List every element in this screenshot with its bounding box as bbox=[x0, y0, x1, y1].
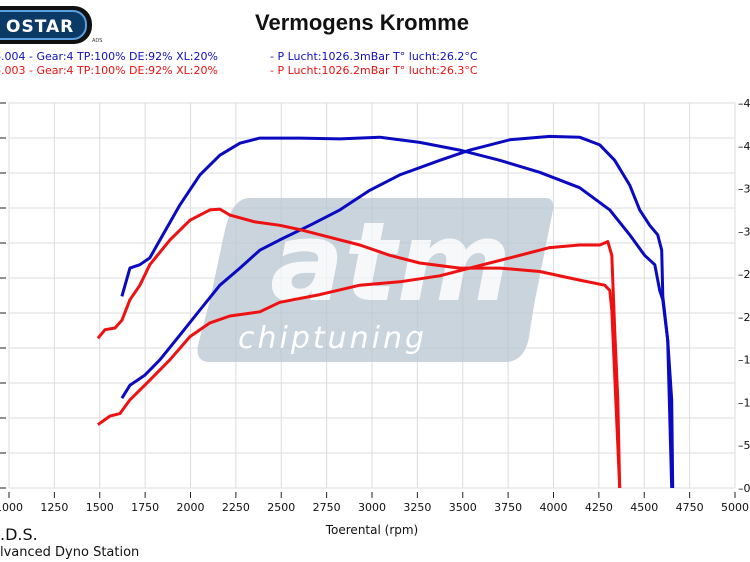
x-tick-label: 5000 bbox=[721, 501, 749, 514]
x-tick-label: 1500 bbox=[86, 501, 114, 514]
right-y-tick-label: –350 bbox=[738, 183, 750, 196]
legend-air-red: - P Lucht:1026.2mBar T° lucht:26.3°C bbox=[270, 64, 478, 77]
x-axis-label: Toerental (rpm) bbox=[325, 523, 418, 537]
x-tick-label: 3250 bbox=[403, 501, 431, 514]
right-y-tick-label: –200 bbox=[738, 311, 750, 324]
chart-title: Vermogens Kromme bbox=[255, 10, 469, 35]
axes: 1000 1250 1500 1750 2000 2250 2500 2750 3000 3250… bbox=[0, 97, 750, 514]
legend-run-red: 6.003 - Gear:4 TP:100% DE:92% XL:20% bbox=[0, 64, 218, 77]
x-tick-label: 1750 bbox=[131, 501, 159, 514]
legend-air-blue: - P Lucht:1026.3mBar T° lucht:26.2°C bbox=[270, 50, 478, 63]
x-tick-label: 4500 bbox=[630, 501, 658, 514]
watermark-logo: atm chiptuning bbox=[197, 198, 554, 362]
curve-series-2 bbox=[120, 134, 674, 489]
x-tick-label: 4250 bbox=[585, 501, 613, 514]
x-tick-label: 1000 bbox=[0, 501, 23, 514]
right-y-tick-label: –150 bbox=[738, 354, 750, 367]
right-y-tick-label: –100 bbox=[738, 396, 750, 409]
footer-ads: .D.S. bbox=[0, 525, 38, 544]
watermark-small: chiptuning bbox=[238, 321, 427, 356]
x-tick-label: 2000 bbox=[177, 501, 205, 514]
x-tick-label: 4750 bbox=[676, 501, 704, 514]
curve-series-1 bbox=[120, 135, 675, 489]
x-tick-label: 1250 bbox=[40, 501, 68, 514]
curves bbox=[96, 134, 675, 489]
x-tick-label: 3750 bbox=[494, 501, 522, 514]
x-tick-label: 3000 bbox=[358, 501, 386, 514]
x-tick-label: 2500 bbox=[267, 501, 295, 514]
x-tick-label: 2250 bbox=[222, 501, 250, 514]
x-tick-label: 4000 bbox=[540, 501, 568, 514]
logo-subtext: ADS bbox=[92, 38, 102, 44]
footer-ads-name: lvanced Dyno Station bbox=[0, 545, 139, 560]
x-tick-label: 3500 bbox=[449, 501, 477, 514]
x-tick-label: 2750 bbox=[313, 501, 341, 514]
right-y-tick-label: –300 bbox=[738, 225, 750, 238]
right-y-tick-label: –250 bbox=[738, 268, 750, 281]
right-y-tick-label: –50 bbox=[738, 439, 750, 452]
right-y-tick-label: –0 bbox=[738, 482, 750, 495]
curve-series-3 bbox=[96, 207, 622, 489]
legend: 6.004 - Gear:4 TP:100% DE:92% XL:20% - P… bbox=[0, 50, 478, 77]
watermark-big: atm bbox=[270, 198, 511, 326]
curve-series-4 bbox=[97, 240, 622, 489]
legend-run-blue: 6.004 - Gear:4 TP:100% DE:92% XL:20% bbox=[0, 50, 218, 63]
dynostar-logo: OSTAR ADS bbox=[0, 6, 102, 44]
right-y-tick-label: –450 bbox=[738, 97, 750, 110]
logo-text: OSTAR bbox=[6, 17, 74, 37]
right-y-tick-label: –400 bbox=[738, 140, 750, 153]
